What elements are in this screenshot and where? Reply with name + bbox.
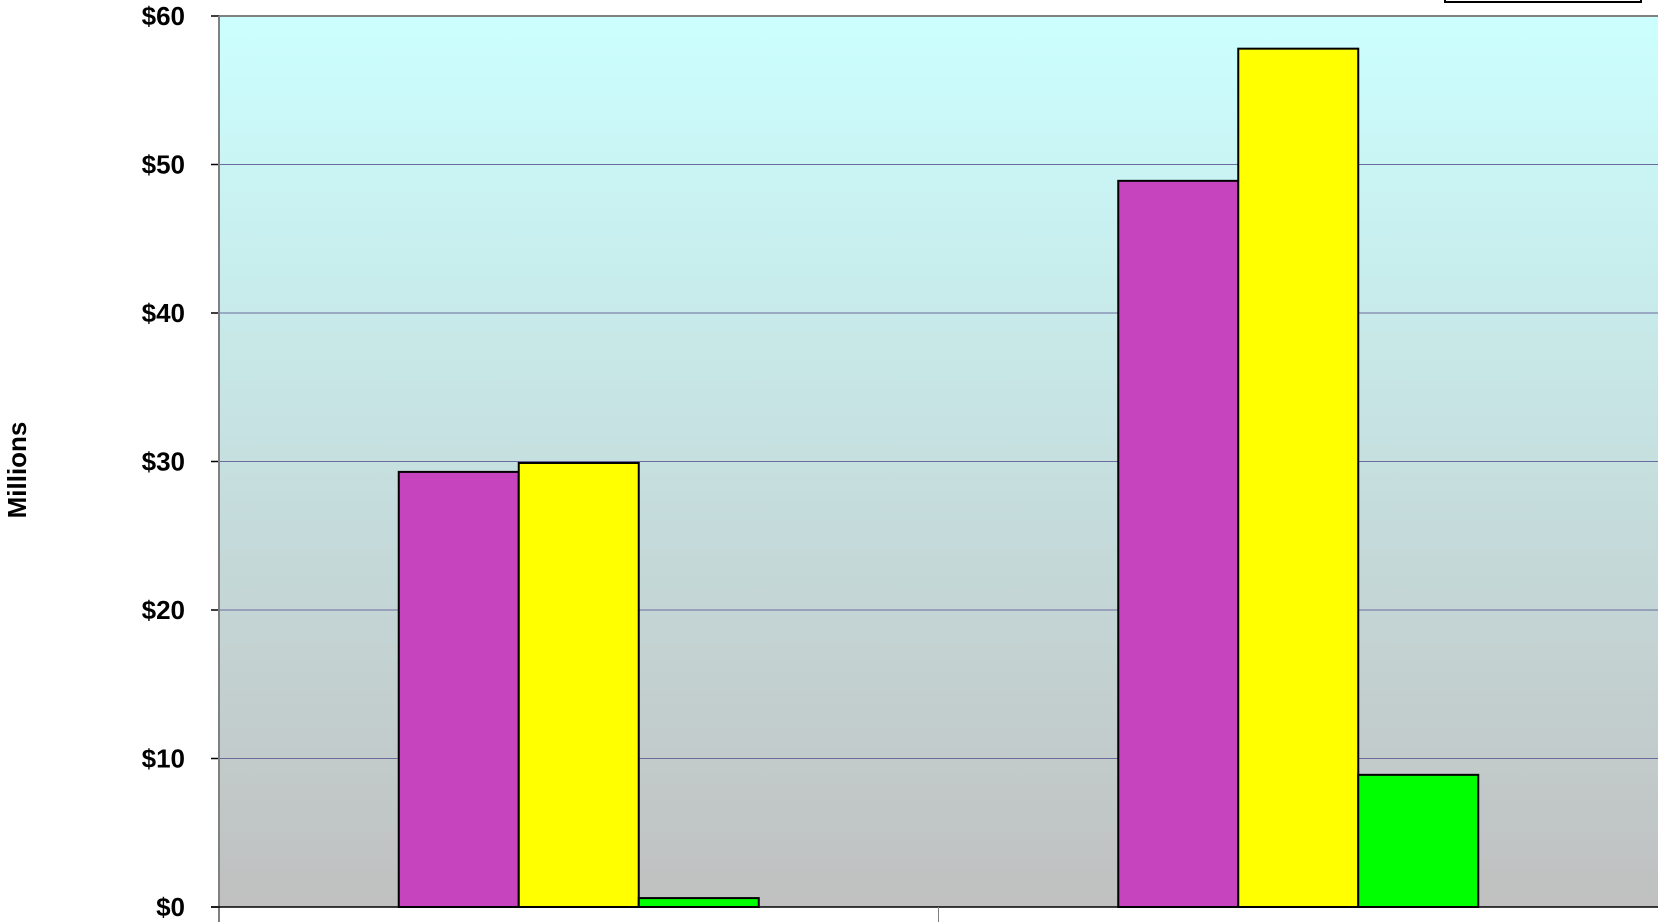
bar-0-0 (397, 470, 520, 908)
y-tick-labels: $0 $10 $20 $30 $40 $50 $60 (142, 1, 185, 922)
y-tick-label: $30 (142, 447, 185, 477)
bar-1-0 (1117, 179, 1240, 908)
bar-1-1 (1237, 47, 1360, 909)
bar-0-2 (637, 897, 760, 909)
y-tick-label: $40 (142, 298, 185, 328)
y-tick-label: $20 (142, 595, 185, 625)
bar-1-2 (1357, 773, 1480, 909)
y-axis-title: Millions (2, 422, 32, 519)
y-tick-label: $10 (142, 744, 185, 774)
x-category-label: ELECTRIC FUND (1210, 919, 1387, 922)
legend-box (1444, 0, 1642, 3)
y-tick-label: $0 (156, 892, 185, 922)
y-tick-label: $60 (142, 1, 185, 31)
y-tick-label: $50 (142, 150, 185, 180)
bars (397, 47, 1480, 909)
bar-0-1 (517, 461, 640, 908)
x-category-label: GENERAL FUND (492, 919, 666, 922)
x-category-labels: GENERAL FUND ELECTRIC FUND (492, 919, 1387, 922)
axes (211, 15, 1658, 922)
